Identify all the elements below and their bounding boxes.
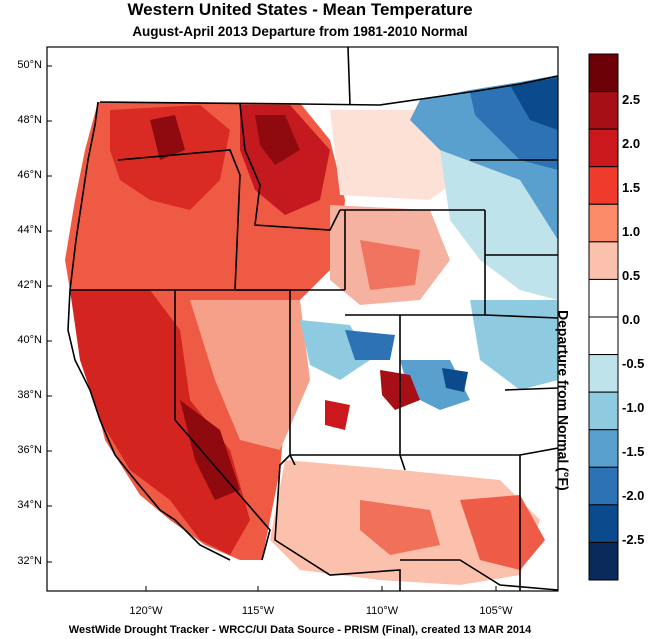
colorbar-label: -2.0 bbox=[622, 488, 645, 503]
lon-label: 105°W bbox=[479, 605, 513, 617]
colorbar-swatch bbox=[588, 429, 619, 468]
colorbar-label: 0.5 bbox=[622, 268, 641, 283]
lat-label: 42°N bbox=[17, 279, 42, 291]
colorbar-title: Departure from Normal (°F) bbox=[555, 310, 572, 491]
colorbar bbox=[588, 53, 619, 581]
colorbar-swatch bbox=[588, 166, 619, 205]
colorbar-swatch bbox=[588, 203, 619, 243]
colorbar-swatch bbox=[588, 241, 619, 280]
lat-label: 44°N bbox=[17, 224, 42, 236]
lon-label: 120°W bbox=[129, 605, 163, 617]
colorbar-swatch bbox=[588, 354, 619, 393]
colorbar-label: -1.5 bbox=[622, 444, 645, 459]
colorbar-swatch bbox=[588, 278, 619, 318]
colorbar-label: 1.0 bbox=[622, 224, 641, 239]
lon-label: 110°W bbox=[365, 605, 399, 617]
lat-label: 50°N bbox=[17, 59, 42, 71]
lon-ticks bbox=[145, 586, 497, 591]
lat-label: 40°N bbox=[17, 334, 42, 346]
map-frame bbox=[46, 46, 559, 592]
state-boundaries bbox=[67, 47, 558, 591]
footer-credit: WestWide Drought Tracker - WRCC/UI Data … bbox=[68, 624, 532, 636]
colorbar-label: -2.5 bbox=[622, 532, 645, 547]
colorbar-swatch bbox=[588, 504, 619, 543]
lat-label: 38°N bbox=[17, 389, 42, 401]
colorbar-swatch bbox=[588, 53, 619, 93]
colorbar-label: 0.0 bbox=[622, 312, 641, 327]
lat-label: 34°N bbox=[17, 499, 42, 511]
colorbar-swatch bbox=[588, 541, 619, 581]
colorbar-label: 1.5 bbox=[622, 180, 641, 195]
colorbar-swatch bbox=[588, 91, 619, 130]
map-title: Western United States - Mean Temperature bbox=[127, 0, 473, 19]
temperature-departure-field bbox=[47, 47, 558, 591]
colorbar-label: 2.0 bbox=[622, 136, 641, 151]
lat-label: 32°N bbox=[17, 555, 42, 567]
lat-ticks bbox=[47, 65, 52, 563]
colorbar-label: -1.0 bbox=[622, 400, 645, 415]
colorbar-swatch bbox=[588, 391, 619, 431]
map-subtitle: August-April 2013 Departure from 1981-20… bbox=[132, 24, 468, 39]
colorbar-label: -0.5 bbox=[622, 356, 645, 371]
colorbar-label: 2.5 bbox=[622, 92, 641, 107]
lat-label: 48°N bbox=[17, 114, 42, 126]
lat-label: 46°N bbox=[17, 169, 42, 181]
lat-label: 36°N bbox=[17, 444, 42, 456]
lon-label: 115°W bbox=[241, 605, 275, 617]
colorbar-swatch bbox=[588, 128, 619, 168]
colorbar-swatch bbox=[588, 316, 619, 356]
colorbar-swatch bbox=[588, 466, 619, 506]
